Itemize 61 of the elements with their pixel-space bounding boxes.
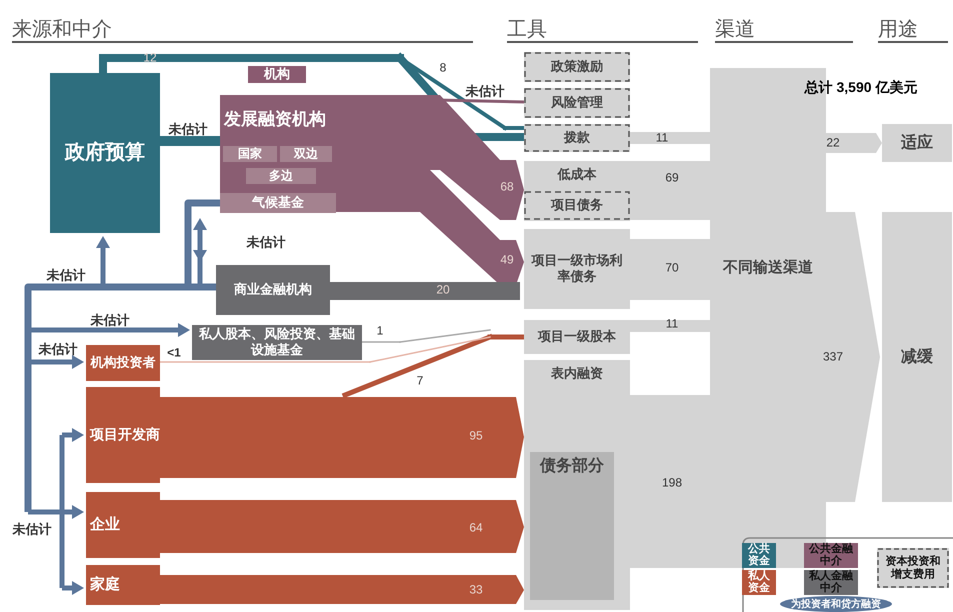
data-label: 1 <box>376 323 384 338</box>
category-label: 气候基金 <box>251 194 305 210</box>
category-label: 低成本 <box>556 166 598 182</box>
category-label: 拨款 <box>563 130 591 145</box>
data-label: 33 <box>469 582 483 596</box>
text: 渠道 <box>715 18 755 41</box>
category-label: 项目开发商 <box>89 426 160 442</box>
data-label: 11 <box>656 130 669 144</box>
text: 未估计 <box>464 84 504 99</box>
text: 私人资金 <box>747 569 771 594</box>
text: 未估计 <box>246 234 286 250</box>
category-label: 适应 <box>900 132 933 152</box>
text: 资本投资和增支费用 <box>886 554 940 581</box>
text: 198 <box>662 475 682 490</box>
category-label: 表内融资 <box>550 366 603 381</box>
text: 工具 <box>507 18 547 41</box>
data-label: 69 <box>665 170 679 184</box>
text: 用途 <box>878 18 918 41</box>
text: 未估计 <box>46 268 86 283</box>
data-label: 20 <box>436 282 450 296</box>
category-label: 国家 <box>238 146 262 160</box>
category-label: 机构投资者 <box>90 354 156 370</box>
category-label: 项目一级市场利率债务 <box>530 252 622 284</box>
text: 未估计 <box>38 342 78 357</box>
data-label: 22 <box>826 135 840 150</box>
data-label: 64 <box>469 520 483 534</box>
text: 7 <box>416 373 424 388</box>
text: <1 <box>167 345 182 360</box>
category-label: 减缓 <box>901 347 934 366</box>
category-label: 私人股本、风险投资、基础设施基金 <box>198 326 355 358</box>
category-label: 政策激励 <box>550 58 603 74</box>
text: 公共金融中介 <box>808 542 854 568</box>
category-label: 家庭 <box>89 575 120 594</box>
category-label: 风险管理 <box>550 94 603 110</box>
text: 未估计 <box>12 522 52 537</box>
category-label: 项目债务 <box>550 197 603 212</box>
data-label: 95 <box>469 428 483 442</box>
data-label: 70 <box>665 260 679 274</box>
category-label: 企业 <box>89 516 120 534</box>
category-label: 项目一级股本 <box>537 328 617 344</box>
text: 私人金融中介 <box>808 569 854 594</box>
text: 8 <box>440 60 447 74</box>
data-label: 337 <box>822 349 844 364</box>
category-label: 多边 <box>269 168 294 182</box>
data-label: 11 <box>666 316 679 330</box>
text: 总计 3,590 亿美元 <box>804 78 918 95</box>
category-label: 商业金融机构 <box>233 282 312 297</box>
category-label: 机构 <box>263 66 290 82</box>
category-label: 债务部分 <box>539 456 605 474</box>
text: 未估计 <box>90 312 130 328</box>
category-label: 不同输送渠道 <box>722 259 814 276</box>
category-label: 政府预算 <box>64 140 145 164</box>
category-label: 双边 <box>293 146 319 160</box>
text: 未估计 <box>168 122 208 137</box>
text: 公共资金 <box>747 542 771 568</box>
category-label: 发展融资机构 <box>223 110 326 129</box>
text: 49 <box>500 252 514 266</box>
text: 来源和中介 <box>12 18 112 41</box>
text: 68 <box>500 179 514 194</box>
text: 为投资者和贷方融资 <box>791 598 881 610</box>
text: 12 <box>143 50 157 64</box>
